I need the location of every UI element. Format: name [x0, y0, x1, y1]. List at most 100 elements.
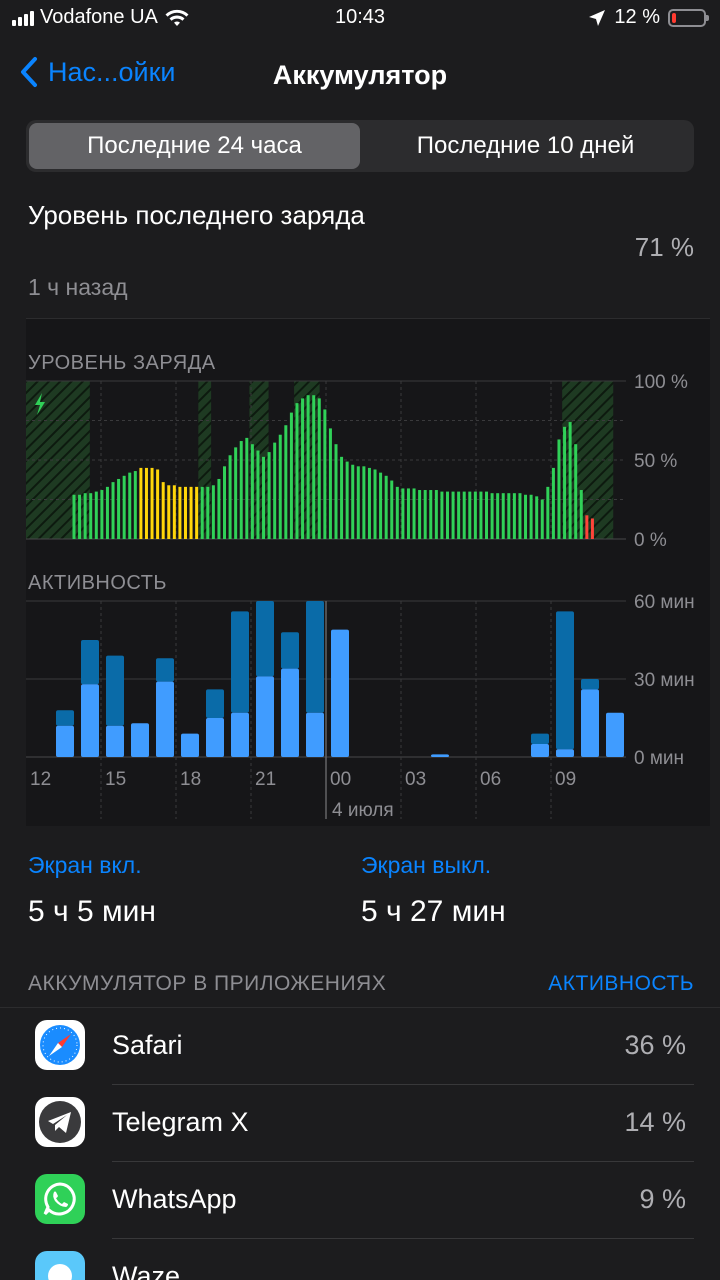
activity-bar-screen-off: [206, 689, 224, 718]
battery-level-bar: [267, 452, 271, 539]
app-usage-list: Safari 36 % Telegram X 14 % WhatsApp 9 %: [0, 1007, 720, 1280]
activity-bar-screen-on: [81, 684, 99, 757]
activity-bar-screen-off: [156, 658, 174, 682]
activity-bar-screen-on: [256, 676, 274, 757]
activity-bar-screen-on: [556, 749, 574, 757]
activity-bar-screen-off: [106, 655, 124, 726]
battery-percent: 12 %: [614, 6, 660, 28]
battery-level-bar: [317, 398, 321, 539]
activity-bar-screen-on: [56, 725, 74, 757]
battery-level-bar: [234, 447, 238, 539]
y-tick-label: 50 %: [634, 451, 677, 472]
battery-level-bar: [144, 467, 148, 539]
battery-level-bar: [351, 464, 355, 539]
battery-level-bar: [183, 486, 187, 539]
battery-level-bar: [83, 493, 87, 539]
battery-level-bar: [540, 499, 544, 539]
battery-level-bar: [406, 488, 410, 539]
row-divider: [112, 1084, 694, 1085]
battery-level-bar: [429, 490, 433, 539]
segment-last-24-hours[interactable]: Последние 24 часа: [29, 123, 360, 169]
back-button[interactable]: Нас...ойки: [20, 56, 176, 88]
battery-level-bar: [239, 441, 243, 539]
battery-level-bar: [440, 491, 444, 539]
screen-on-label: Экран вкл.: [28, 852, 142, 878]
battery-level-bar: [72, 494, 76, 539]
battery-level-bar: [217, 478, 221, 539]
battery-level-bar: [250, 444, 254, 539]
app-row-whatsapp[interactable]: WhatsApp 9 %: [0, 1162, 720, 1239]
activity-bar-screen-on: [156, 681, 174, 757]
battery-level-bar: [100, 490, 104, 539]
status-left: Vodafone UA: [12, 6, 190, 29]
x-tick-label: 03: [405, 769, 426, 790]
activity-bar-screen-off: [581, 679, 599, 690]
show-activity-button[interactable]: АКТИВНОСТЬ: [548, 972, 694, 995]
app-row-telegram-x[interactable]: Telegram X 14 %: [0, 1085, 720, 1162]
status-right: 12 %: [588, 6, 709, 29]
battery-level-bar: [535, 496, 539, 539]
carrier-name: Vodafone UA: [40, 6, 158, 28]
battery-level-bar: [356, 466, 360, 539]
app-name: Waze: [112, 1261, 181, 1280]
activity-bar-screen-on: [131, 723, 149, 757]
app-percent: 9 %: [639, 1184, 686, 1214]
activity-bar-screen-on: [206, 718, 224, 757]
battery-level-chart-title: УРОВЕНЬ ЗАРЯДА: [28, 352, 216, 374]
activity-bar-screen-off: [231, 611, 249, 713]
battery-level-bar: [496, 493, 500, 539]
battery-level-bar: [507, 493, 511, 539]
last-charge-ago: 1 ч назад: [28, 274, 128, 300]
battery-level-bar: [451, 491, 455, 539]
activity-bar-screen-off: [306, 601, 324, 713]
battery-level-bar: [78, 494, 82, 539]
segment-last-10-days[interactable]: Последние 10 дней: [416, 132, 635, 159]
battery-level-bar: [529, 494, 533, 539]
y-tick-label: 30 мин: [634, 670, 695, 691]
battery-level-bar: [501, 493, 505, 539]
location-arrow-icon: [589, 9, 606, 26]
battery-level-bar: [462, 491, 466, 539]
battery-level-bar: [485, 491, 489, 539]
battery-level-bar: [568, 422, 572, 539]
battery-level-bar: [133, 471, 137, 539]
battery-level-bar: [546, 486, 550, 539]
y-tick-label: 0 %: [634, 530, 667, 551]
activity-bar-screen-on: [181, 733, 199, 757]
activity-chart-title: АКТИВНОСТЬ: [28, 572, 168, 594]
battery-level-bar: [323, 409, 327, 539]
app-percent: 36 %: [624, 1030, 686, 1060]
navigation-bar: Нас...ойки Аккумулятор: [0, 50, 720, 98]
battery-level-bar: [585, 515, 589, 539]
battery-level-bar: [150, 467, 154, 539]
app-row-waze[interactable]: Waze: [0, 1239, 720, 1280]
activity-bar-screen-on: [331, 629, 349, 757]
battery-level-bar: [512, 493, 516, 539]
battery-level-bar: [579, 490, 583, 539]
app-row-safari[interactable]: Safari 36 %: [0, 1008, 720, 1085]
chevron-left-icon: [21, 57, 37, 87]
battery-level-bar: [189, 486, 193, 539]
last-charge-value: 71 %: [634, 232, 694, 262]
activity-bar-screen-on: [306, 712, 324, 757]
battery-level-bar: [367, 467, 371, 539]
activity-bar-screen-off: [281, 632, 299, 669]
battery-level-bar: [111, 482, 115, 539]
activity-bar-screen-on: [106, 725, 124, 757]
battery-level-bar: [228, 455, 232, 539]
x-tick-label: 12: [30, 769, 51, 790]
battery-level-bar: [479, 491, 483, 539]
y-tick-label: 0 мин: [634, 748, 684, 769]
battery-level-bar: [139, 467, 143, 539]
activity-bar-screen-on: [231, 712, 249, 757]
battery-level-bar: [128, 472, 132, 539]
apps-section-header: АККУМУЛЯТОР В ПРИЛОЖЕНИЯХ: [28, 972, 387, 995]
status-time: 10:43: [334, 6, 386, 28]
x-tick-label: 00: [330, 769, 351, 790]
battery-level-bar: [334, 444, 338, 539]
x-tick-label: 18: [180, 769, 201, 790]
battery-level-bar: [473, 491, 477, 539]
battery-level-bar: [557, 439, 561, 539]
battery-level-bar: [278, 434, 282, 539]
battery-level-bar: [340, 456, 344, 539]
